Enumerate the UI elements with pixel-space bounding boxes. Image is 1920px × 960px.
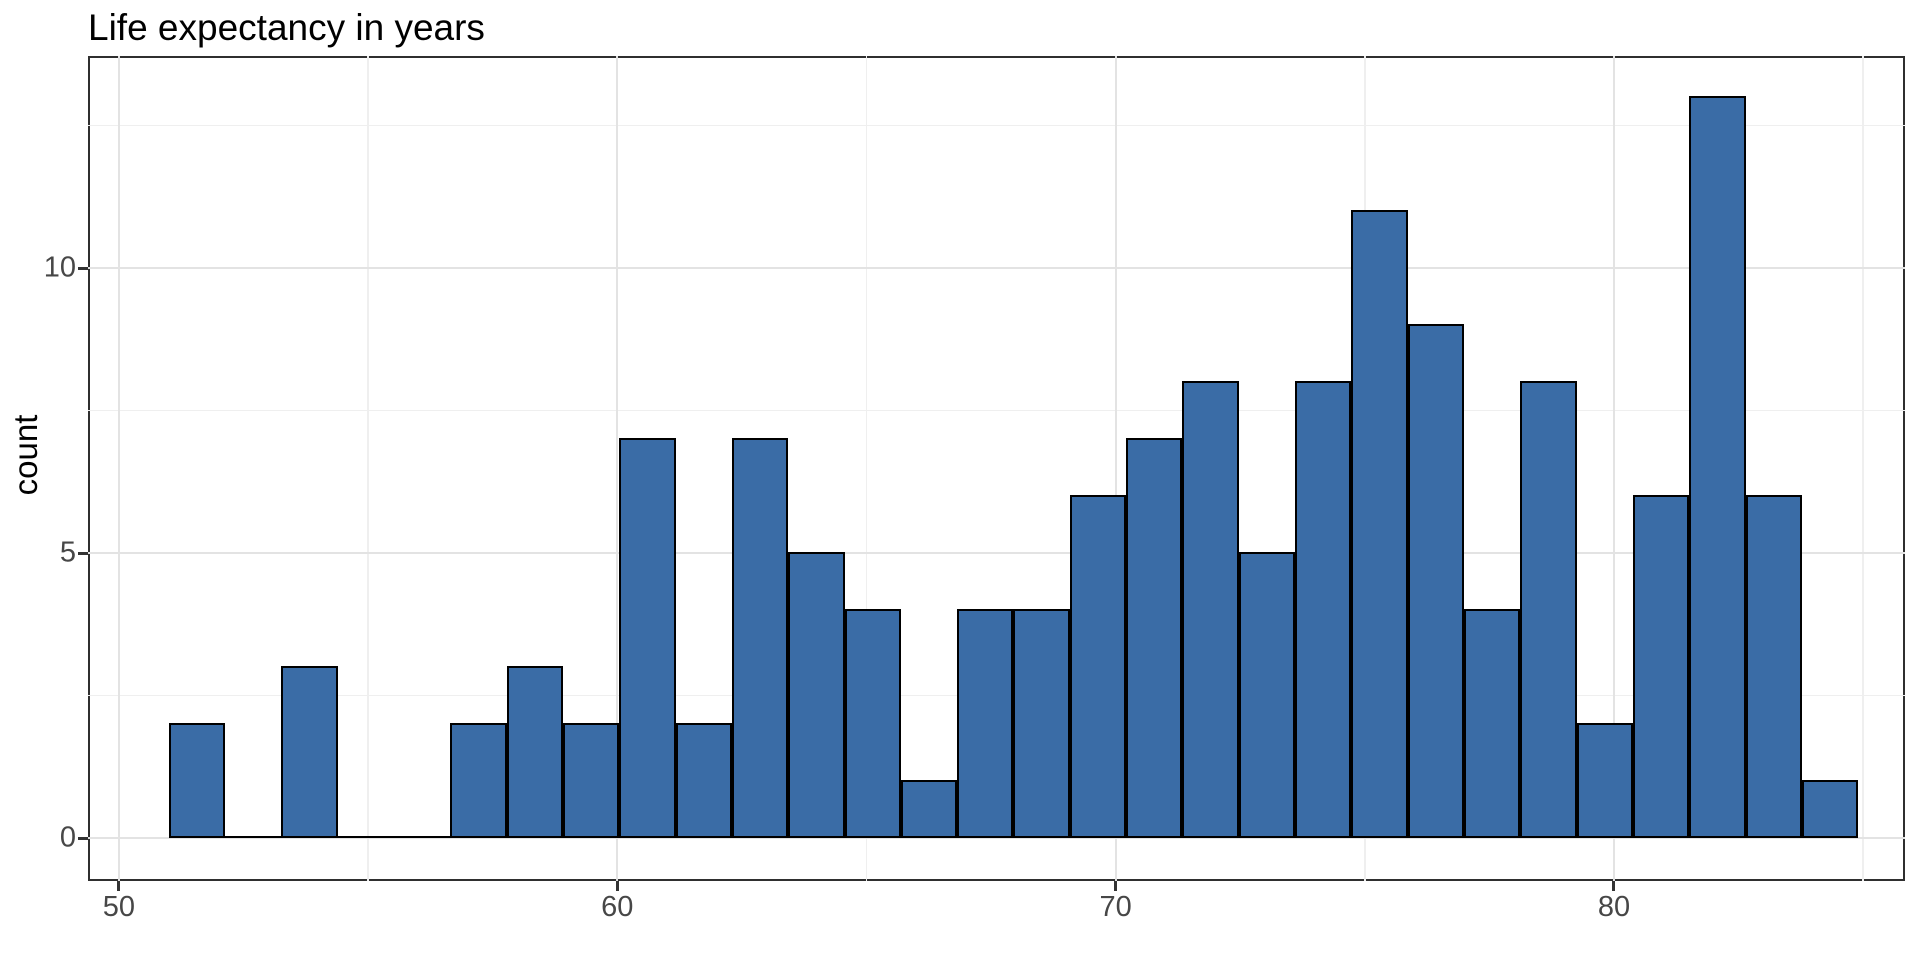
histogram-bar	[675, 723, 732, 839]
y-tick-mark	[78, 266, 88, 270]
histogram-bar	[281, 666, 338, 839]
x-minor-gridline	[865, 56, 868, 881]
x-tick-label: 50	[102, 891, 136, 923]
histogram-bar	[1689, 96, 1746, 839]
y-tick-label: 0	[59, 821, 76, 854]
y-tick-label: 5	[59, 536, 76, 569]
histogram-bar	[731, 438, 789, 839]
x-minor-gridline	[1862, 56, 1864, 881]
histogram-bar	[506, 666, 563, 839]
histogram-bar	[450, 723, 507, 839]
histogram-bar	[168, 723, 226, 839]
x-major-gridline	[1114, 56, 1117, 881]
histogram-bar	[1745, 495, 1802, 839]
x-major-gridline	[1612, 56, 1615, 881]
y-minor-gridline	[88, 124, 1905, 127]
y-tick-mark	[78, 836, 88, 840]
histogram-bar	[1069, 495, 1127, 839]
x-tick-mark	[1612, 881, 1616, 891]
y-minor-gridline	[88, 409, 1905, 412]
y-tick-label: 10	[43, 251, 76, 284]
histogram-bar	[619, 438, 676, 839]
x-major-gridline	[616, 56, 619, 881]
y-major-gridline	[88, 267, 1905, 270]
x-tick-label: 80	[1597, 891, 1631, 923]
x-tick-label: 70	[1099, 891, 1132, 923]
histogram-bar	[1801, 780, 1859, 839]
y-major-gridline	[88, 837, 1905, 840]
histogram-bar	[900, 780, 958, 839]
x-tick-mark	[117, 881, 121, 891]
histogram-bar	[1407, 324, 1464, 839]
histogram-bar	[957, 609, 1014, 839]
histogram-bar	[1295, 381, 1352, 839]
histogram-bar	[1463, 609, 1521, 839]
histogram-bar	[562, 723, 620, 839]
x-tick-mark	[1114, 881, 1118, 891]
histogram-bar	[1182, 381, 1239, 839]
y-axis-label: count	[7, 414, 44, 496]
histogram-bar	[1126, 438, 1183, 839]
histogram-bar	[1013, 609, 1070, 839]
y-major-gridline	[88, 552, 1905, 555]
x-tick-mark	[615, 881, 619, 891]
histogram-bar	[844, 609, 901, 839]
x-minor-gridline	[367, 56, 369, 881]
histogram-bar	[788, 552, 845, 839]
histogram-bar	[1238, 552, 1295, 839]
histogram-bar	[1351, 210, 1408, 839]
histogram-bar	[1576, 723, 1633, 839]
histogram-bar	[1632, 495, 1690, 839]
y-tick-mark	[78, 551, 88, 555]
x-tick-label: 60	[601, 891, 634, 923]
x-major-gridline	[117, 56, 120, 881]
histogram-bar	[1520, 381, 1577, 839]
chart-title: Life expectancy in years	[88, 7, 485, 48]
